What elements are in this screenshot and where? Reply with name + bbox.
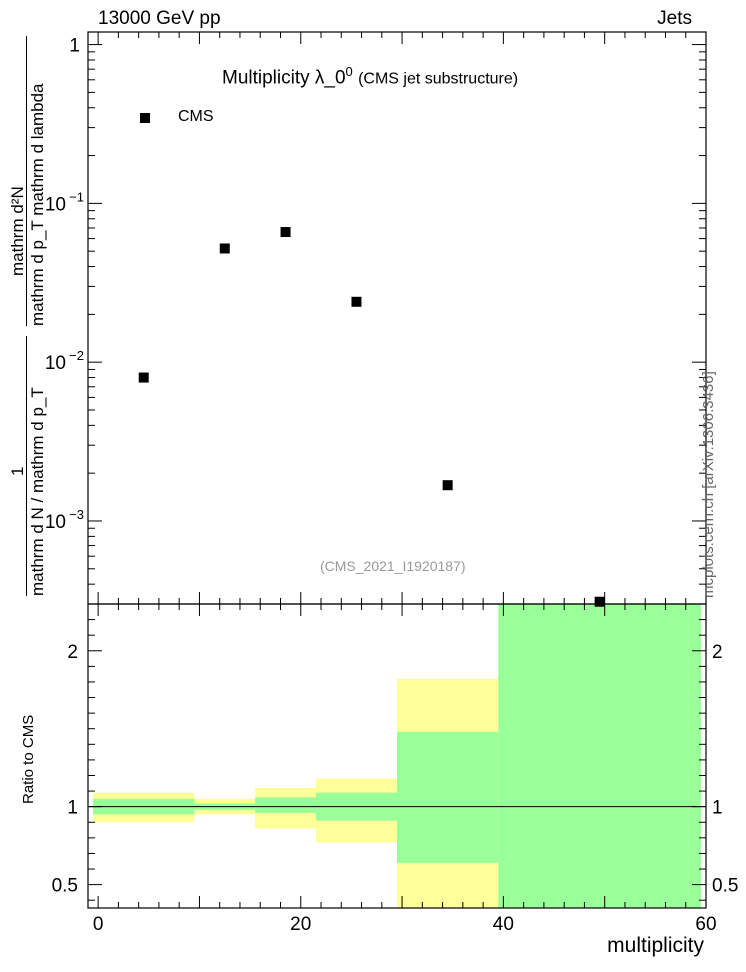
data-markers: [138, 113, 605, 607]
plot-subtitle: (CMS jet substructure): [358, 70, 519, 88]
x-tick-label-1: 20: [290, 914, 311, 935]
y-label-one: 1: [8, 466, 27, 476]
legend-label-cms: CMS: [178, 108, 214, 125]
ratio-y-tick-label-right-2: 2: [712, 642, 723, 663]
x-tick-label-2: 40: [493, 914, 514, 935]
y-tick-label-2: 10: [45, 353, 66, 374]
y-label-ratio: Ratio to CMS: [20, 714, 37, 804]
data-point-5: [594, 596, 605, 607]
y-label-frac-num: mathrm d²N: [8, 186, 27, 276]
x-axis-label: multiplicity: [607, 934, 704, 957]
ratio-y-tick-label-left-0: 0.5: [52, 876, 78, 897]
y-tick-label-3: 10: [45, 512, 66, 533]
y-label-bar-2: [26, 36, 27, 326]
ratio-y-tick-label-left-1: 1: [67, 798, 78, 819]
ratio-frame: [87, 603, 707, 909]
data-point-2: [280, 227, 291, 238]
y-label-main: 1 mathrm d N / mathrm d p_T mathrm d²N m…: [4, 36, 48, 596]
legend-marker-cms: [140, 113, 150, 123]
x-tick-label-0: 0: [93, 914, 104, 935]
data-point-4: [442, 480, 453, 491]
stat-band-5: [498, 604, 701, 908]
stat-band-2: [255, 797, 316, 813]
title-sup: 0: [345, 64, 353, 79]
y-label-denom: mathrm d N / mathrm d p_T: [28, 387, 47, 596]
y-label-bar-1: [26, 336, 27, 596]
category-label: Jets: [657, 8, 692, 29]
title-text: Multiplicity λ_0: [222, 67, 346, 89]
plot-title: Multiplicity λ_00 (CMS jet substructure): [222, 64, 518, 89]
ratio-y-tick-label-right-0: 0.5: [712, 876, 738, 897]
y-tick-label-1: 10: [45, 194, 66, 215]
data-point-3: [351, 296, 362, 307]
ratio-y-tick-label-right-1: 1: [712, 798, 723, 819]
y-tick-exp-3: −3: [69, 507, 84, 522]
analysis-tag: (CMS_2021_I1920187): [320, 558, 466, 574]
y-tick-label-0: 1: [69, 36, 80, 57]
main-axes: [87, 31, 707, 605]
ratio-bands: [88, 604, 706, 908]
x-tick-label-3: 60: [695, 914, 716, 935]
energy-label: 13000 GeV pp: [98, 8, 221, 29]
ratio-y-tick-label-left-2: 2: [67, 642, 78, 663]
data-point-1: [219, 243, 230, 254]
ratio-axes: [87, 603, 707, 909]
data-point-0: [138, 372, 149, 383]
stat-band-4: [397, 731, 499, 863]
y-tick-exp-1: −1: [69, 189, 84, 204]
side-label: mcplots.cern.ch [arXiv:1306.3436]: [700, 371, 717, 598]
y-label-frac-denom: mathrm d p_T mathrm d lambda: [28, 83, 47, 327]
y-tick-exp-2: −2: [69, 348, 84, 363]
